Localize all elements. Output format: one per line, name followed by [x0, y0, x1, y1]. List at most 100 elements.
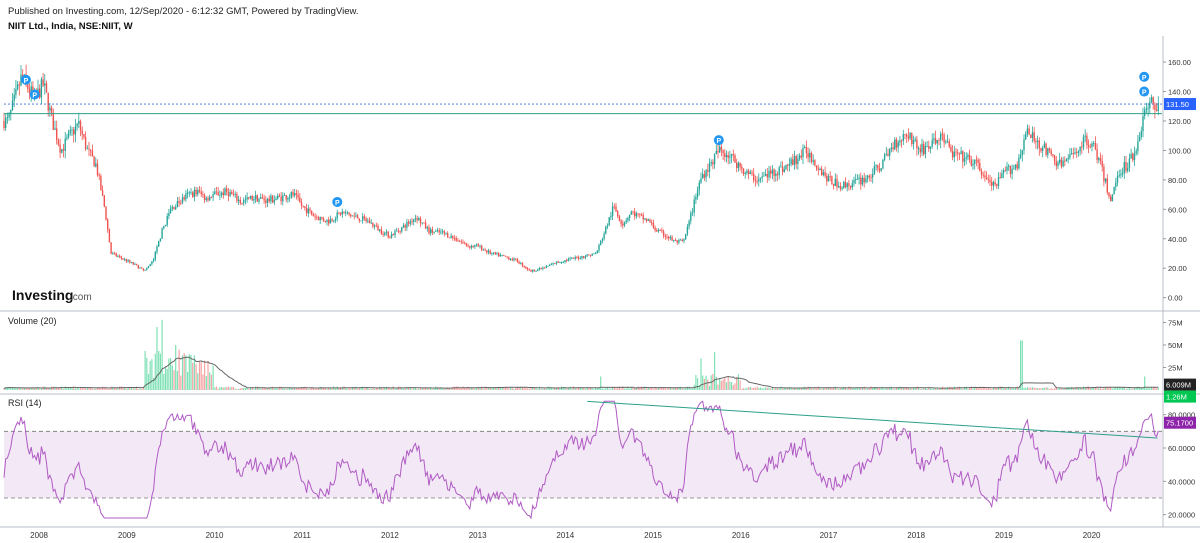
volume-bar	[688, 386, 690, 390]
candle-body	[389, 237, 391, 238]
candle-body	[241, 203, 243, 204]
candle-body	[125, 259, 128, 262]
volume-bar	[34, 388, 36, 390]
volume-bar	[35, 388, 37, 390]
volume-bar	[372, 387, 374, 390]
rsi-tag-bg	[1164, 416, 1196, 429]
candle-body	[951, 151, 954, 158]
volume-bar	[355, 386, 357, 390]
volume-bar	[200, 362, 202, 390]
volume-bar	[986, 388, 988, 390]
candle-body	[992, 182, 995, 186]
volume-bar	[652, 388, 654, 390]
volume-bar	[287, 388, 289, 390]
candle-body	[712, 162, 714, 165]
volume-bar	[537, 389, 539, 390]
candle-body	[686, 226, 689, 235]
candle-body	[1091, 143, 1093, 147]
volume-bar	[1128, 387, 1130, 390]
volume-bar	[877, 388, 879, 390]
volume-bar	[477, 387, 479, 390]
candle-body	[1042, 147, 1044, 151]
candle-body	[1026, 128, 1029, 134]
price-tick-label: 60.00	[1168, 205, 1187, 214]
candle-body	[76, 123, 78, 127]
candle-body	[402, 225, 405, 228]
candle-body	[1064, 160, 1066, 162]
volume-bar	[302, 387, 304, 390]
volume-bar	[749, 386, 751, 390]
volume-bar	[544, 388, 546, 390]
candle-body	[703, 173, 706, 178]
candle-body	[537, 269, 539, 271]
candle-body	[305, 208, 308, 214]
candle-body	[232, 194, 235, 196]
volume-bar	[387, 387, 389, 390]
volume-bar	[57, 387, 59, 390]
candle-body	[741, 166, 743, 169]
candle-body	[501, 254, 503, 256]
candle-body	[350, 214, 352, 217]
volume-bar	[321, 387, 323, 390]
candle-body	[186, 192, 189, 194]
panel-frames	[0, 36, 1200, 528]
candle-body	[802, 147, 804, 158]
volume-bar	[739, 380, 741, 390]
volume-bar	[929, 388, 932, 390]
volume-bar	[1028, 387, 1030, 390]
candle-body	[1004, 170, 1006, 172]
candle-body	[341, 211, 343, 215]
candle-body	[333, 220, 335, 222]
candle-body	[110, 242, 112, 254]
rsi-panel-title: RSI (14)	[8, 398, 42, 408]
candle-body	[460, 241, 462, 243]
volume-bar	[593, 389, 595, 390]
volume-bar	[1014, 387, 1017, 390]
volume-bar	[442, 388, 444, 390]
candle-body	[984, 175, 986, 178]
volume-bar	[382, 388, 384, 390]
volume-bar	[78, 388, 80, 390]
candle-body	[883, 154, 886, 160]
candle-body	[542, 267, 544, 269]
candle-body	[428, 227, 430, 234]
candle-body	[246, 197, 248, 200]
candle-body	[338, 212, 340, 214]
volume-bar	[787, 388, 789, 390]
volume-bar	[147, 373, 150, 390]
volume-bar	[124, 386, 126, 390]
candle-body	[132, 262, 134, 265]
volume-bar	[1052, 388, 1054, 390]
candle-body	[200, 191, 202, 195]
volume-bar	[515, 388, 517, 390]
volume-bar	[936, 388, 938, 390]
p-marker-circle	[29, 89, 40, 100]
volume-bar	[166, 368, 168, 390]
volume-bar	[1099, 386, 1102, 390]
candle-body	[253, 199, 255, 201]
volume-bar	[93, 389, 95, 390]
candle-body	[562, 261, 564, 263]
candle-body	[819, 168, 821, 170]
volume-bar	[921, 388, 923, 390]
candle-body	[877, 165, 879, 169]
p-marker: P	[713, 135, 724, 146]
candle-body	[151, 261, 153, 265]
candle-body	[1031, 132, 1034, 138]
volume-bar	[470, 387, 473, 390]
candle-body	[809, 152, 811, 158]
volume-bar	[346, 389, 348, 390]
candle-body	[921, 143, 923, 153]
candle-body	[336, 212, 338, 219]
candle-body	[800, 155, 802, 158]
volume-bar	[902, 387, 904, 390]
rsi-band-group	[4, 430, 1162, 499]
candle-body	[589, 255, 592, 257]
candle-body	[120, 256, 122, 259]
volume-bar	[598, 387, 600, 390]
candle-body	[474, 245, 476, 247]
candle-body	[1025, 133, 1027, 140]
volume-bar	[885, 387, 887, 390]
candle-body	[312, 214, 315, 217]
